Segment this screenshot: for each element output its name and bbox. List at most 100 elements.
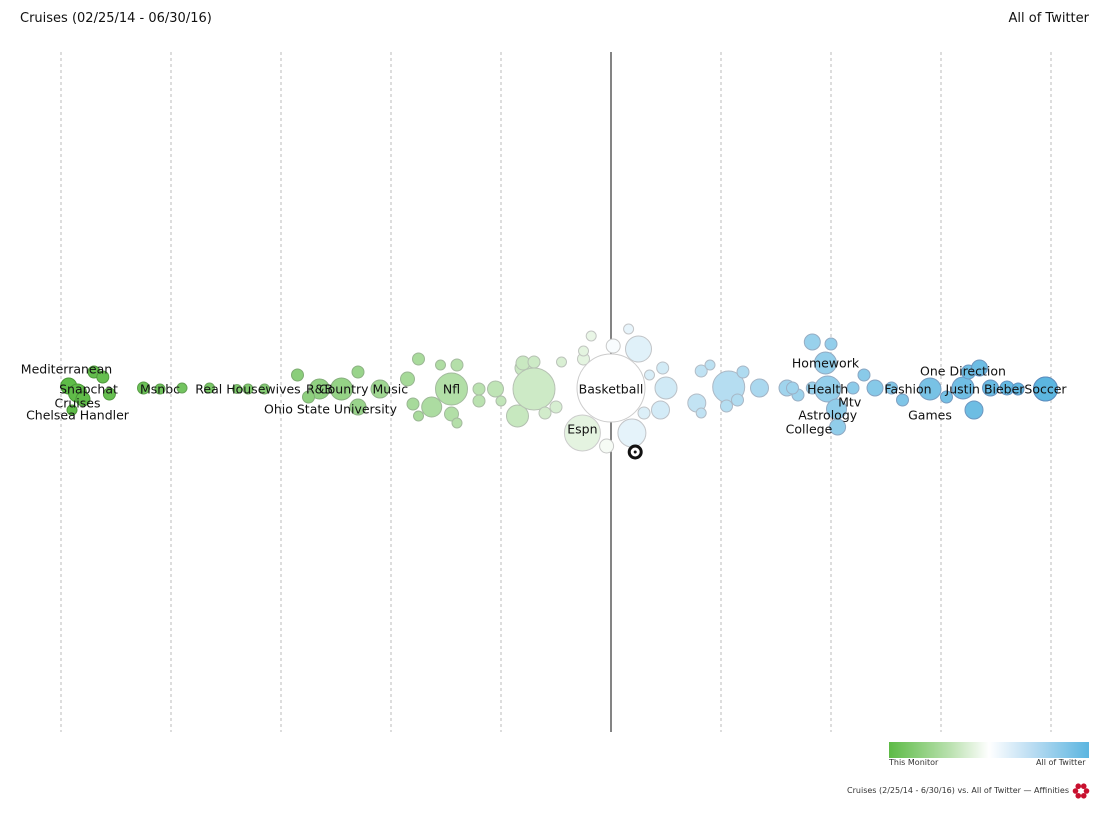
topic-label[interactable]: Nfl bbox=[443, 382, 460, 397]
topic-bubble bbox=[940, 390, 953, 404]
topic-bubble bbox=[527, 355, 541, 369]
legend-left-label: This Monitor bbox=[889, 758, 939, 767]
topic-label[interactable]: Real Housewives bbox=[195, 382, 300, 397]
topic-bubble bbox=[400, 371, 415, 387]
topic-label[interactable]: Espn bbox=[567, 422, 597, 437]
topic-bubble bbox=[617, 418, 647, 448]
topic-label[interactable]: Astrology bbox=[798, 408, 858, 423]
topic-bubble bbox=[750, 378, 769, 398]
topic-bubble bbox=[578, 345, 589, 357]
topic-bubble bbox=[302, 390, 315, 404]
affinities-logo-icon bbox=[1072, 783, 1090, 799]
topic-bubble bbox=[731, 393, 744, 407]
topic-bubble-basketball bbox=[576, 353, 646, 423]
topic-bubble bbox=[918, 377, 942, 401]
topic-bubble bbox=[309, 378, 330, 400]
topic-bubble bbox=[137, 381, 150, 395]
topic-bubble bbox=[450, 358, 464, 372]
target-marker-icon[interactable] bbox=[627, 444, 643, 460]
topic-bubble bbox=[814, 375, 842, 403]
topic-bubble bbox=[803, 333, 821, 351]
topic-bubble bbox=[644, 369, 655, 381]
topic-bubble bbox=[786, 381, 799, 395]
legend-right-label: All of Twitter bbox=[1036, 758, 1086, 767]
topic-label[interactable]: Snapchat bbox=[59, 382, 118, 397]
topic-label[interactable]: Cruises bbox=[55, 396, 101, 411]
topic-bubble bbox=[824, 337, 838, 351]
comparison-label: All of Twitter bbox=[1008, 11, 1089, 26]
topic-bubble bbox=[232, 384, 242, 394]
topic-bubble bbox=[896, 393, 909, 407]
topic-bubble bbox=[176, 382, 188, 394]
topic-bubble bbox=[451, 417, 463, 429]
topic-bubble bbox=[512, 367, 556, 411]
topic-bubble bbox=[351, 365, 365, 379]
topic-bubble bbox=[204, 382, 215, 394]
topic-bubble bbox=[154, 383, 166, 395]
topic-bubble bbox=[495, 395, 507, 407]
topic-bubble bbox=[637, 406, 651, 420]
topic-label[interactable]: Country Music bbox=[319, 382, 408, 397]
topic-bubble bbox=[370, 379, 390, 399]
legend-gradient bbox=[889, 742, 1089, 758]
topic-bubble bbox=[736, 365, 750, 379]
topic-bubble bbox=[472, 382, 486, 396]
topic-label[interactable]: Soccer bbox=[1024, 382, 1067, 397]
topic-bubble bbox=[599, 438, 615, 454]
topic-bubble bbox=[556, 356, 567, 368]
topic-bubble bbox=[720, 399, 733, 413]
topic-bubble bbox=[435, 359, 446, 371]
topic-bubble bbox=[846, 381, 860, 395]
topic-label[interactable]: Msnbc bbox=[140, 382, 180, 397]
topic-bubble bbox=[654, 376, 678, 400]
topic-bubble bbox=[651, 400, 670, 420]
topic-bubble bbox=[829, 418, 847, 436]
topic-bubble bbox=[444, 406, 459, 422]
topic-bubble bbox=[585, 330, 597, 342]
topic-label[interactable]: Basketball bbox=[579, 382, 644, 397]
topic-bubble bbox=[413, 410, 424, 422]
topic-bubble bbox=[412, 352, 425, 366]
topic-bubble bbox=[704, 359, 716, 371]
topic-bubble bbox=[814, 351, 837, 375]
topic-label[interactable]: Homework bbox=[792, 356, 860, 371]
topic-label[interactable]: Mtv bbox=[838, 395, 862, 410]
topic-bubble bbox=[291, 368, 304, 382]
topic-bubble bbox=[964, 400, 984, 420]
topic-bubble bbox=[694, 364, 708, 378]
topic-label[interactable]: Games bbox=[908, 408, 952, 423]
topic-label[interactable]: Health bbox=[807, 382, 848, 397]
topic-bubble bbox=[982, 379, 999, 397]
footer-caption: Cruises (2/25/14 - 6/30/16) vs. All of T… bbox=[847, 786, 1069, 795]
topic-bubble bbox=[330, 377, 353, 401]
topic-bubble bbox=[971, 359, 988, 377]
topic-bubble bbox=[857, 368, 871, 382]
chart-title: Cruises (02/25/14 - 06/30/16) bbox=[20, 11, 212, 26]
topic-label[interactable]: Justin Bieber bbox=[945, 382, 1026, 397]
topic-bubble bbox=[66, 404, 78, 416]
topic-bubble bbox=[506, 404, 529, 428]
topic-label[interactable]: Fashion bbox=[884, 382, 931, 397]
topic-bubble bbox=[96, 370, 110, 384]
topic-bubble bbox=[1011, 382, 1025, 396]
topic-bubble bbox=[656, 361, 670, 375]
topic-label[interactable]: Ohio State University bbox=[264, 402, 398, 417]
topic-bubble-espn bbox=[563, 414, 601, 452]
topic-bubble bbox=[866, 379, 884, 397]
topic-bubble bbox=[75, 391, 91, 407]
topic-bubble bbox=[435, 372, 468, 406]
topic-label[interactable]: Chelsea Handler bbox=[26, 408, 130, 423]
topic-bubble bbox=[487, 380, 504, 398]
topic-bubble bbox=[421, 396, 443, 418]
topic-label[interactable]: College bbox=[786, 422, 833, 437]
topic-bubble bbox=[695, 407, 707, 419]
topic-bubble bbox=[472, 394, 486, 408]
topic-bubble bbox=[242, 383, 254, 395]
topic-bubble bbox=[102, 387, 116, 401]
topic-label[interactable]: R&B bbox=[306, 382, 333, 397]
topic-bubble bbox=[623, 323, 635, 335]
topic-label[interactable]: Mediterranean bbox=[21, 362, 112, 377]
topic-label[interactable]: One Direction bbox=[920, 364, 1006, 379]
topic-bubble bbox=[885, 381, 898, 395]
